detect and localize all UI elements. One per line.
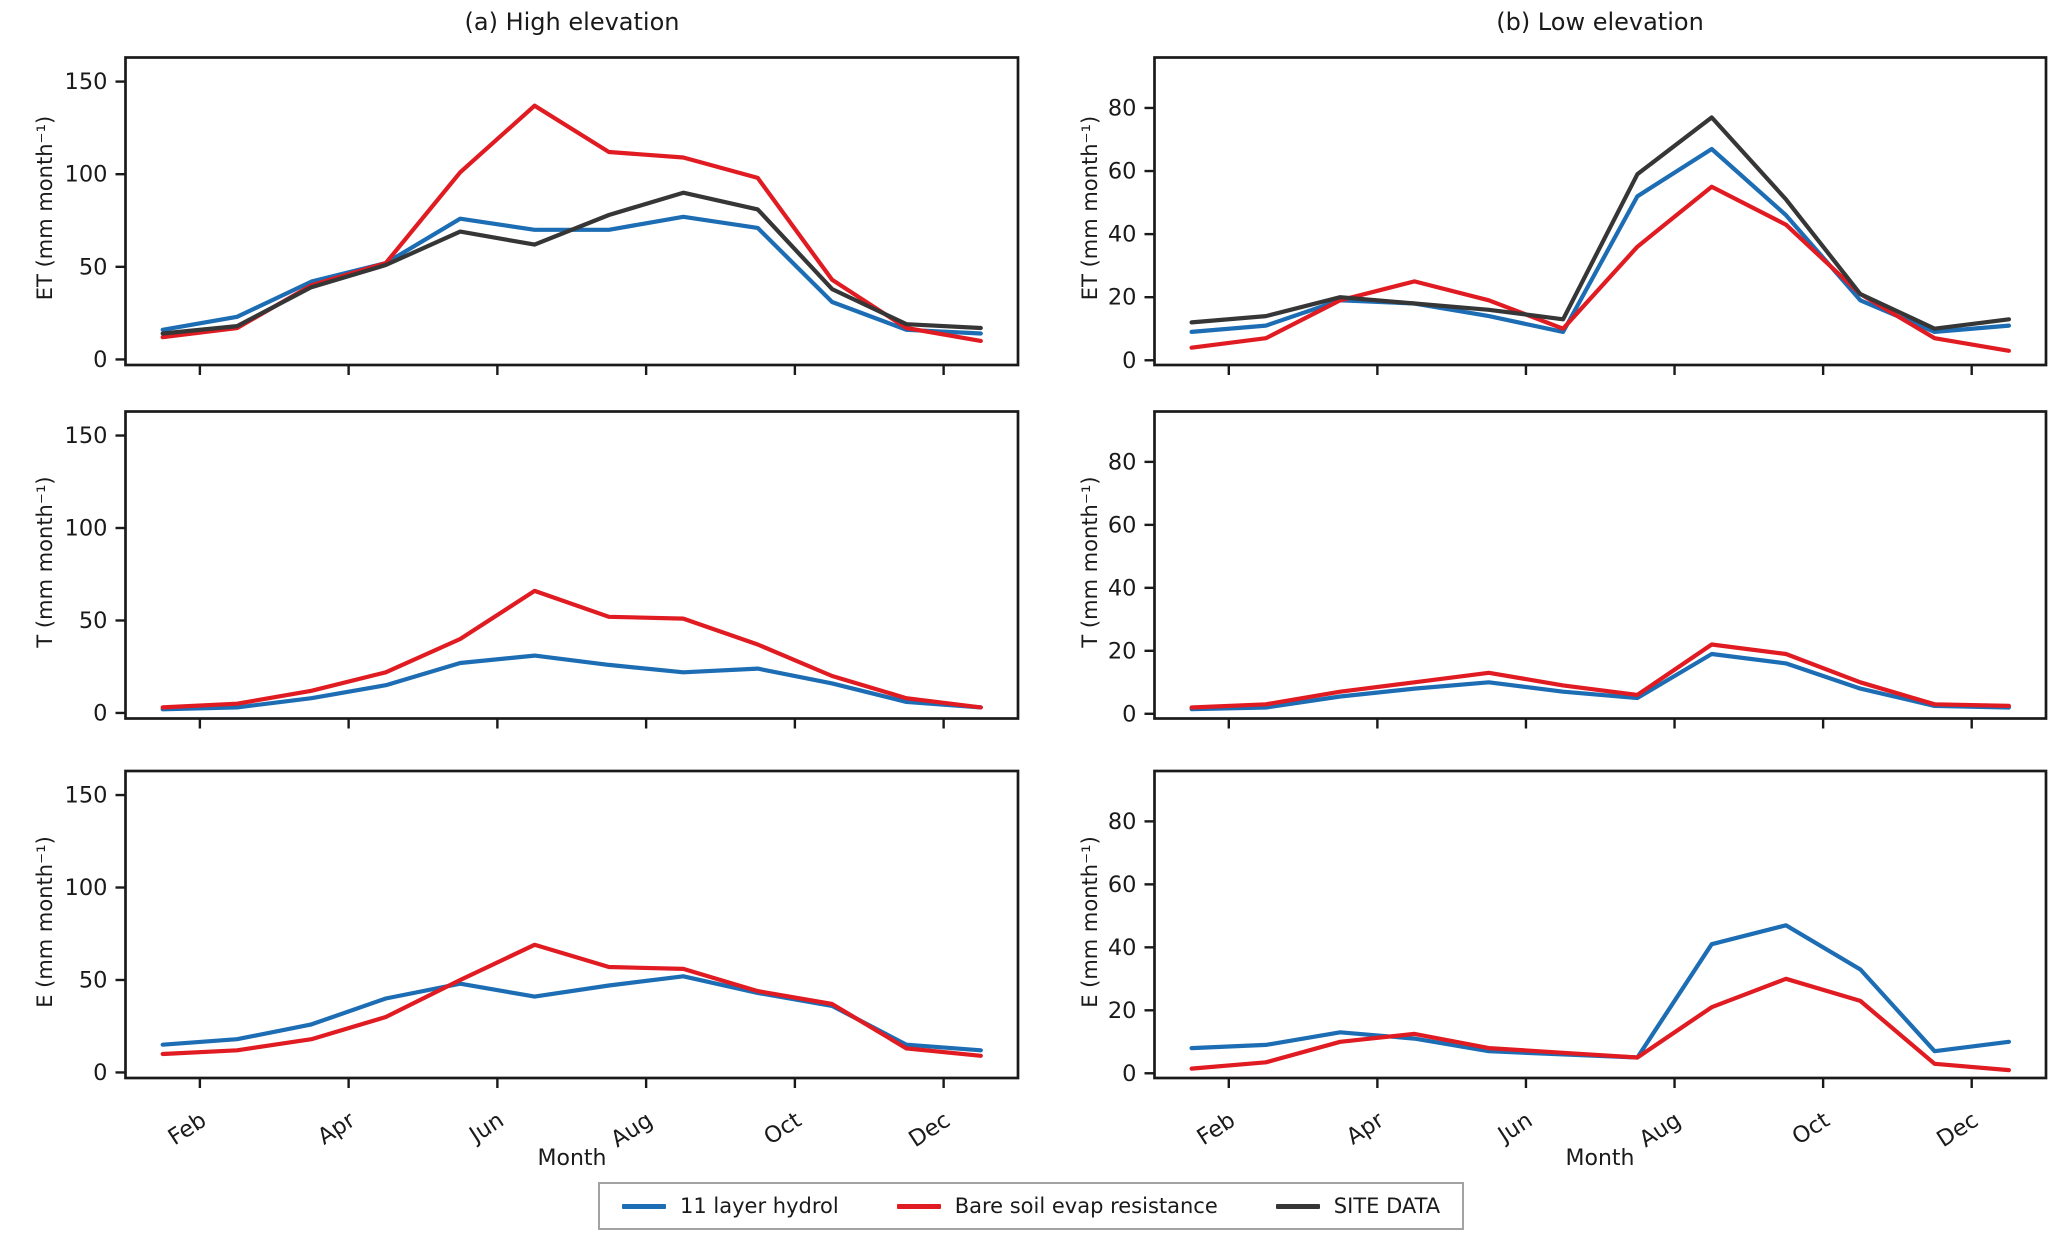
svg-text:0: 0 xyxy=(93,700,107,726)
svg-text:60: 60 xyxy=(1108,872,1137,898)
svg-text:Apr: Apr xyxy=(313,1107,360,1150)
x-axis-label-month-left: Month xyxy=(537,1146,607,1171)
y-axis-label-t-high: T (mm month⁻¹) xyxy=(33,476,57,648)
svg-text:0: 0 xyxy=(93,347,107,373)
legend-line-swatch-blue xyxy=(622,1203,666,1209)
y-axis-label-et-high: ET (mm month⁻¹) xyxy=(33,115,57,301)
legend-label: Bare soil evap resistance xyxy=(954,1194,1218,1218)
legend-label: SITE DATA xyxy=(1333,1194,1441,1218)
svg-text:50: 50 xyxy=(79,608,108,634)
svg-text:40: 40 xyxy=(1108,575,1137,601)
svg-text:50: 50 xyxy=(79,254,108,280)
legend-label: 11 layer hydrol xyxy=(680,1194,839,1218)
svg-text:Oct: Oct xyxy=(759,1107,806,1150)
svg-text:50: 50 xyxy=(79,967,108,993)
svg-text:0: 0 xyxy=(1122,348,1136,374)
svg-text:20: 20 xyxy=(1108,998,1137,1024)
svg-text:Feb: Feb xyxy=(164,1107,212,1151)
svg-text:150: 150 xyxy=(65,423,108,449)
y-axis-label-e-high: E (mm month⁻¹) xyxy=(33,836,57,1008)
legend: 11 layer hydrol Bare soil evap resistanc… xyxy=(598,1182,1465,1230)
svg-text:0: 0 xyxy=(93,1060,107,1086)
svg-text:0: 0 xyxy=(1122,701,1136,727)
svg-text:150: 150 xyxy=(65,783,108,809)
legend-item-11-layer-hydrol: 11 layer hydrol xyxy=(622,1194,839,1218)
y-axis-label-e-low: E (mm month⁻¹) xyxy=(1078,836,1102,1008)
svg-text:40: 40 xyxy=(1108,222,1137,248)
svg-text:150: 150 xyxy=(65,69,108,95)
y-axis-label-t-low: T (mm month⁻¹) xyxy=(1078,476,1102,648)
svg-text:100: 100 xyxy=(65,162,108,188)
svg-text:Dec: Dec xyxy=(904,1107,955,1153)
svg-text:Jun: Jun xyxy=(1492,1107,1537,1149)
svg-text:Oct: Oct xyxy=(1788,1107,1835,1150)
legend-item-bare-soil-evap-resistance: Bare soil evap resistance xyxy=(896,1194,1218,1218)
svg-text:60: 60 xyxy=(1108,512,1137,538)
svg-text:20: 20 xyxy=(1108,285,1137,311)
panel-title-low-elevation: (b) Low elevation xyxy=(1496,8,1704,36)
svg-text:80: 80 xyxy=(1108,809,1137,835)
svg-text:100: 100 xyxy=(65,516,108,542)
x-axis-label-month-right: Month xyxy=(1565,1146,1635,1171)
panel-title-high-elevation: (a) High elevation xyxy=(464,8,680,36)
legend-item-site-data: SITE DATA xyxy=(1275,1194,1441,1218)
svg-text:80: 80 xyxy=(1108,449,1137,475)
svg-text:60: 60 xyxy=(1108,159,1137,185)
svg-text:Jun: Jun xyxy=(463,1107,508,1149)
svg-text:100: 100 xyxy=(65,875,108,901)
svg-text:80: 80 xyxy=(1108,95,1137,121)
svg-text:0: 0 xyxy=(1122,1061,1136,1087)
svg-text:Apr: Apr xyxy=(1342,1107,1389,1150)
svg-text:40: 40 xyxy=(1108,935,1137,961)
legend-line-swatch-red xyxy=(896,1203,941,1209)
legend-line-swatch-black xyxy=(1275,1203,1320,1209)
svg-text:Feb: Feb xyxy=(1192,1107,1240,1151)
svg-text:20: 20 xyxy=(1108,638,1137,664)
svg-text:Dec: Dec xyxy=(1932,1107,1983,1153)
y-axis-label-et-low: ET (mm month⁻¹) xyxy=(1078,115,1102,301)
